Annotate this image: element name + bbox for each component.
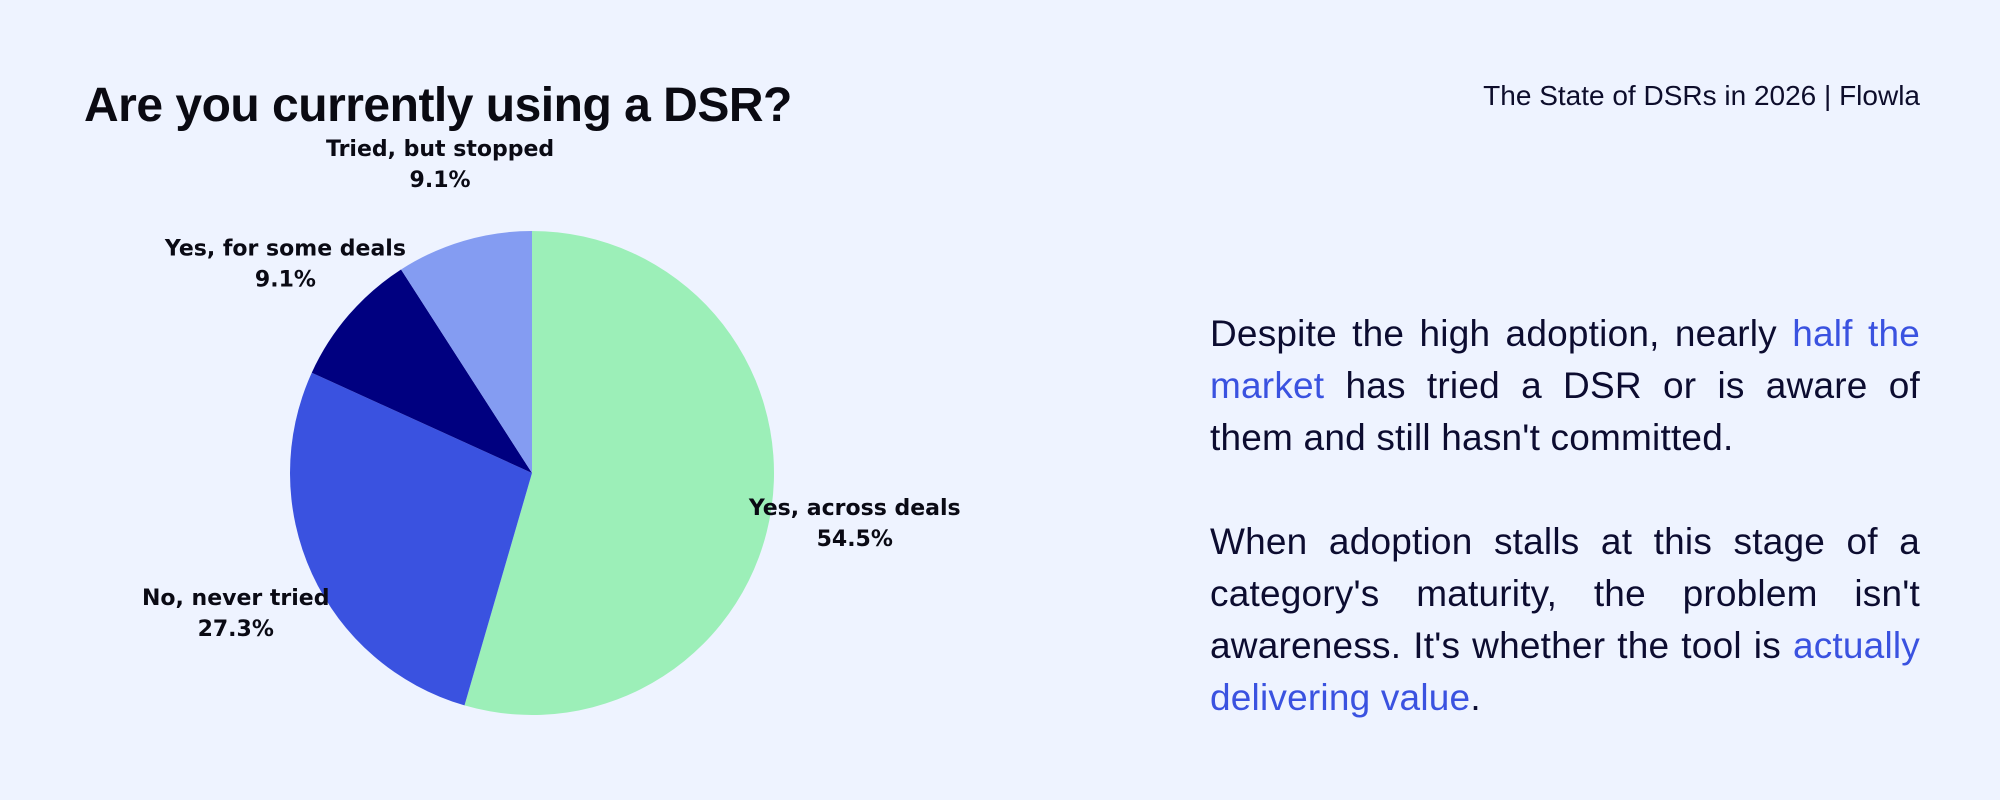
commentary-paragraph-1: Despite the high adoption, nearly half t…: [1210, 308, 1920, 464]
pie-label-percent: 27.3%: [198, 617, 274, 642]
commentary-paragraph-2: When adoption stalls at this stage of a …: [1210, 516, 1920, 724]
pie-labels: Yes, across deals 54.5% No, never tried 27.…: [142, 137, 961, 642]
pie-label-category: No, never tried: [142, 586, 329, 611]
pie-label-yes-for-some-deals: Yes, for some deals 9.1%: [164, 237, 406, 293]
pie-slice-tried-but-stopped: [401, 231, 532, 473]
pie-slices: [290, 231, 775, 716]
pie-slice-yes-for-some-deals: [311, 269, 532, 473]
pie-label-no-never-tried: No, never tried 27.3%: [142, 586, 329, 642]
pie-chart: Yes, across deals 54.5% No, never tried 27.…: [142, 137, 961, 716]
pie-label-category: Yes, for some deals: [164, 237, 406, 262]
commentary-text: has tried a DSR or is aware of them and …: [1210, 365, 1920, 458]
pie-label-category: Tried, but stopped: [326, 137, 554, 162]
chart-title: Are you currently using a DSR?: [84, 79, 792, 132]
highlight-text: actually delivering value: [1210, 625, 1920, 718]
report-source-label: The State of DSRs in 2026 | Flowla: [1483, 80, 1920, 111]
pie-label-percent: 9.1%: [410, 168, 471, 193]
pie-label-yes-across-deals: Yes, across deals 54.5%: [748, 496, 961, 552]
highlight-text: half the market: [1210, 313, 1920, 406]
pie-slice-yes-across-deals: [464, 231, 775, 716]
commentary-text: .: [1470, 677, 1481, 718]
pie-slice-no-never-tried: [290, 372, 532, 706]
pie-label-percent: 54.5%: [817, 527, 893, 552]
pie-label-tried-but-stopped: Tried, but stopped 9.1%: [326, 137, 554, 193]
commentary-text: When adoption stalls at this stage of a …: [1210, 521, 1920, 666]
pie-label-category: Yes, across deals: [748, 496, 961, 521]
commentary-text: Despite the high adoption, nearly: [1210, 313, 1793, 354]
pie-label-percent: 9.1%: [255, 268, 316, 293]
